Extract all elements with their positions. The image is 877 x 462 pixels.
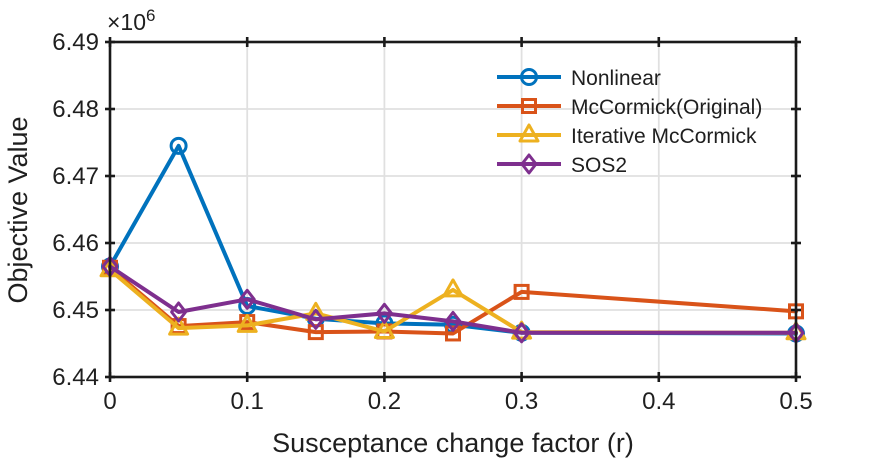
- legend-item-sos2: SOS2: [497, 153, 627, 177]
- y-tick-label-6.48: 6.48: [52, 96, 99, 123]
- x-tick-label-0.4: 0.4: [642, 388, 675, 415]
- x-tick-label-0: 0: [103, 388, 116, 415]
- x-tick-label-0.3: 0.3: [505, 388, 538, 415]
- tick-label-layer: 0 0.1 0.2 0.3 0.4 0.5 6.44 6.45 6.46 6.47 6.48 6.49: [52, 29, 812, 415]
- plot-frame: [108, 40, 798, 379]
- marker-mccormick-original-5: [445, 325, 461, 342]
- legend-label-nonlinear: Nonlinear: [571, 67, 661, 90]
- y-axis-exponent-base: ×10: [107, 9, 146, 35]
- x-axis-label: Susceptance change factor (r): [272, 428, 634, 458]
- x-tick-label-0.5: 0.5: [779, 388, 812, 415]
- marker-nonlinear-1: [169, 136, 188, 155]
- marker-iterative-mccormick-5: [442, 278, 464, 298]
- x-tick-label-0.1: 0.1: [231, 388, 264, 415]
- y-axis-exponent-power: 6: [146, 6, 155, 25]
- y-tick-label-6.46: 6.46: [52, 230, 99, 257]
- x-tick-label-0.2: 0.2: [368, 388, 401, 415]
- legend-marker-iterative-mccormick: [518, 123, 540, 143]
- series-line-iterative-mccormick: [108, 267, 798, 335]
- series-line-sos2: [108, 264, 798, 335]
- legend-marker-sos2: [520, 153, 538, 175]
- marker-sos2-1: [170, 301, 188, 323]
- legend-item-iterative-mccormick: Iterative McCormick: [497, 123, 757, 148]
- y-tick-label-6.49: 6.49: [52, 29, 99, 56]
- y-tick-label-6.45: 6.45: [52, 297, 99, 324]
- marker-iterative-mccormick-4: [373, 319, 395, 339]
- legend-item-mccormick-original: McCormick(Original): [497, 96, 762, 119]
- marker-sos2-4: [375, 302, 393, 324]
- legend-label-iterative-mccormick: Iterative McCormick: [571, 125, 757, 148]
- marker-sos2-6: [513, 322, 531, 344]
- series-layer: [99, 136, 807, 344]
- marker-sos2-2: [238, 288, 256, 310]
- y-tick-label-6.47: 6.47: [52, 163, 99, 190]
- y-axis-exponent: ×106: [107, 6, 155, 35]
- legend-marker-nonlinear: [520, 68, 538, 86]
- series-line-mccormick-original: [108, 265, 798, 336]
- marker-iterative-mccormick-2: [236, 313, 258, 333]
- marker-iterative-mccormick-1: [168, 316, 190, 336]
- marker-sos2-5: [444, 310, 462, 332]
- legend-label-mccormick-original: McCormick(Original): [571, 96, 762, 119]
- legend-marker-mccormick-original: [521, 98, 537, 114]
- legend-label-sos2: SOS2: [571, 154, 627, 177]
- axes-layer: [105, 37, 801, 382]
- legend: Nonlinear McCormick(Original) Iterative Mc…: [497, 67, 762, 177]
- marker-mccormick-original-6: [513, 283, 530, 300]
- marker-mccormick-original-3: [307, 324, 324, 341]
- y-tick-label-6.44: 6.44: [52, 364, 99, 391]
- legend-item-nonlinear: Nonlinear: [497, 67, 661, 90]
- marker-sos2-3: [307, 308, 325, 330]
- y-axis-label: Objective Value: [3, 116, 33, 303]
